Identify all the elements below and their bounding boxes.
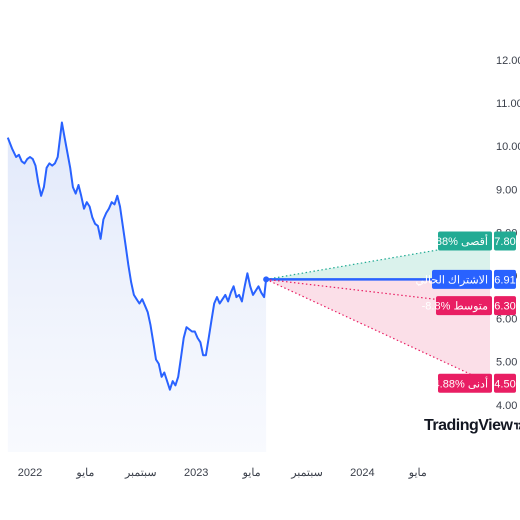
y-tick-label: 12.00 <box>496 55 520 67</box>
forecast-tags: +12.88% أقصى 7.80 الاشتراك الحالي 6.91 -8.8%… <box>414 231 516 393</box>
x-tick-label: 2024 <box>350 467 374 479</box>
forecast-avg-label: -8.8% متوسط <box>422 301 488 313</box>
forecast-min-value-bg <box>494 373 516 393</box>
tradingview-logo-icon <box>514 422 520 430</box>
x-tick-label: 2023 <box>184 467 208 479</box>
y-tick-label: 4.00 <box>496 400 517 412</box>
forecast-min-label: -34.88% أدنى <box>424 376 488 390</box>
forecast-avg-value: 6.30 <box>494 301 515 313</box>
forecast-current-value-bg <box>494 269 516 289</box>
forecast-max-label: +12.88% أقصى <box>414 234 488 248</box>
logo-text: TradingView <box>424 417 513 434</box>
x-tick-label: 2022 <box>18 467 42 479</box>
x-tick-label: سبتمبر <box>124 467 157 479</box>
price-area <box>7 122 267 452</box>
x-tick-label: مايو <box>75 467 94 479</box>
forecast-max-value: 7.80 <box>494 236 515 248</box>
x-tick-label: سبتمبر <box>290 467 323 479</box>
forecast-avg-line <box>266 278 491 307</box>
x-tick-label: مايو <box>408 467 427 479</box>
forecast-avg-label-bg <box>436 296 492 316</box>
y-tick-label: 10.00 <box>496 141 520 153</box>
tradingview-logo[interactable]: TradingView <box>424 412 520 440</box>
y-tick-label: 6.00 <box>496 314 517 326</box>
x-axis: 2022 مايو سبتمبر 2023 مايو سبتمبر 2024 مايو <box>18 467 427 479</box>
current-price-dot <box>263 276 270 283</box>
y-tick-label: 5.00 <box>496 357 517 369</box>
y-tick-label: 9.00 <box>496 184 517 196</box>
y-tick-label: 11.00 <box>496 98 520 110</box>
forecast-max-label-bg <box>438 231 492 251</box>
forecast-min-label-bg <box>438 373 492 393</box>
forecast-current-label-bg <box>432 269 492 289</box>
forecast-lower-zone <box>266 279 490 384</box>
forecast-min-value: 4.50 <box>494 378 515 390</box>
forecast-avg-value-bg <box>494 296 516 316</box>
forecast-min-line <box>265 278 491 384</box>
price-area-fill <box>7 122 267 452</box>
forecast-current-label: الاشتراك الحالي <box>416 274 489 286</box>
forecast-current-value: 6.91 <box>494 274 515 286</box>
x-tick-label: مايو <box>242 467 261 479</box>
price-line-group <box>6 121 270 391</box>
forecast-max-value-bg <box>494 231 516 251</box>
forecast-upper-zone <box>266 241 490 280</box>
price-line <box>6 121 268 391</box>
